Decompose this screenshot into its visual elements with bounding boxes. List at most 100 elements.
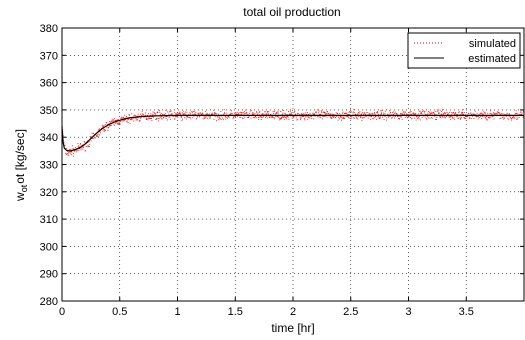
simulated-point — [517, 113, 519, 115]
simulated-point — [246, 116, 248, 118]
simulated-point — [164, 116, 166, 118]
simulated-point — [242, 118, 244, 119]
simulated-point — [409, 111, 411, 113]
simulated-point — [267, 112, 269, 114]
simulated-point — [254, 117, 256, 119]
simulated-point — [286, 113, 288, 115]
simulated-point — [393, 114, 395, 116]
simulated-point — [486, 115, 488, 117]
simulated-point — [80, 149, 82, 151]
simulated-point — [492, 116, 494, 117]
simulated-point — [258, 118, 259, 120]
simulated-point — [152, 113, 154, 115]
simulated-point — [123, 117, 125, 119]
simulated-point — [327, 111, 329, 113]
simulated-point — [91, 136, 93, 138]
simulated-point — [92, 132, 94, 134]
simulated-point — [350, 118, 352, 119]
simulated-point — [457, 117, 459, 119]
simulated-point — [374, 116, 376, 118]
simulated-point — [120, 120, 121, 122]
simulated-point — [69, 149, 71, 151]
simulated-point — [455, 112, 457, 114]
simulated-point — [383, 112, 385, 114]
simulated-point — [480, 116, 482, 117]
simulated-point — [413, 113, 415, 115]
simulated-point — [401, 113, 403, 115]
simulated-point — [408, 114, 410, 116]
simulated-point — [324, 111, 326, 113]
simulated-point — [123, 117, 124, 118]
simulated-point — [443, 113, 444, 115]
simulated-point — [259, 111, 261, 112]
simulated-point — [349, 117, 351, 119]
simulated-point — [375, 118, 377, 120]
simulated-point — [227, 117, 228, 119]
simulated-point — [180, 116, 182, 118]
simulated-point — [316, 112, 318, 114]
simulated-point — [516, 118, 518, 120]
simulated-point — [151, 118, 152, 120]
simulated-point — [460, 117, 462, 119]
simulated-point — [404, 117, 406, 119]
simulated-point — [356, 118, 358, 120]
simulated-point — [513, 117, 515, 119]
simulated-point — [522, 116, 524, 118]
simulated-point — [303, 116, 304, 117]
simulated-point — [102, 125, 104, 127]
simulated-point — [182, 110, 184, 112]
simulated-point — [190, 113, 191, 115]
simulated-point — [499, 112, 501, 114]
simulated-point — [235, 116, 237, 118]
simulated-point — [389, 115, 391, 117]
simulated-point — [94, 137, 96, 139]
simulated-point — [307, 119, 309, 121]
simulated-point — [264, 111, 266, 113]
simulated-point — [168, 113, 170, 115]
simulated-point — [270, 113, 272, 115]
simulated-point — [281, 118, 283, 120]
simulated-point — [150, 113, 152, 115]
simulated-point — [268, 111, 270, 113]
x-tick-label: 3.5 — [459, 306, 474, 318]
simulated-point — [299, 116, 301, 118]
simulated-point — [460, 117, 462, 119]
simulated-point — [295, 117, 297, 119]
simulated-point — [410, 111, 412, 113]
simulated-point — [214, 115, 216, 117]
simulated-point — [345, 112, 347, 114]
simulated-point — [272, 115, 274, 117]
simulated-point — [409, 115, 410, 117]
series-estimated — [61, 114, 524, 152]
simulated-point — [272, 111, 274, 113]
simulated-point — [155, 118, 157, 120]
simulated-point — [392, 112, 394, 114]
simulated-point — [465, 117, 467, 119]
simulated-point — [282, 112, 284, 114]
simulated-point — [70, 149, 72, 151]
x-tick-label: 1.5 — [228, 306, 243, 318]
simulated-point — [379, 118, 381, 120]
simulated-point — [204, 116, 206, 118]
simulated-point — [440, 113, 442, 115]
simulated-point — [150, 116, 152, 118]
simulated-point — [466, 116, 468, 118]
simulated-point — [291, 117, 293, 119]
simulated-point — [192, 113, 194, 115]
simulated-point — [261, 116, 263, 118]
simulated-point — [180, 113, 182, 115]
simulated-point — [300, 116, 302, 118]
y-tick-label: 290 — [40, 269, 58, 281]
simulated-point — [183, 113, 185, 115]
simulated-point — [183, 112, 185, 114]
simulated-point — [320, 116, 322, 118]
simulated-point — [258, 111, 260, 113]
simulated-point — [425, 113, 427, 115]
tick-marks — [61, 27, 524, 302]
simulated-point — [406, 114, 407, 116]
simulated-point — [417, 116, 419, 118]
simulated-point — [485, 117, 487, 119]
simulated-point — [206, 116, 208, 118]
simulated-point — [274, 113, 276, 115]
simulated-point — [327, 113, 329, 115]
